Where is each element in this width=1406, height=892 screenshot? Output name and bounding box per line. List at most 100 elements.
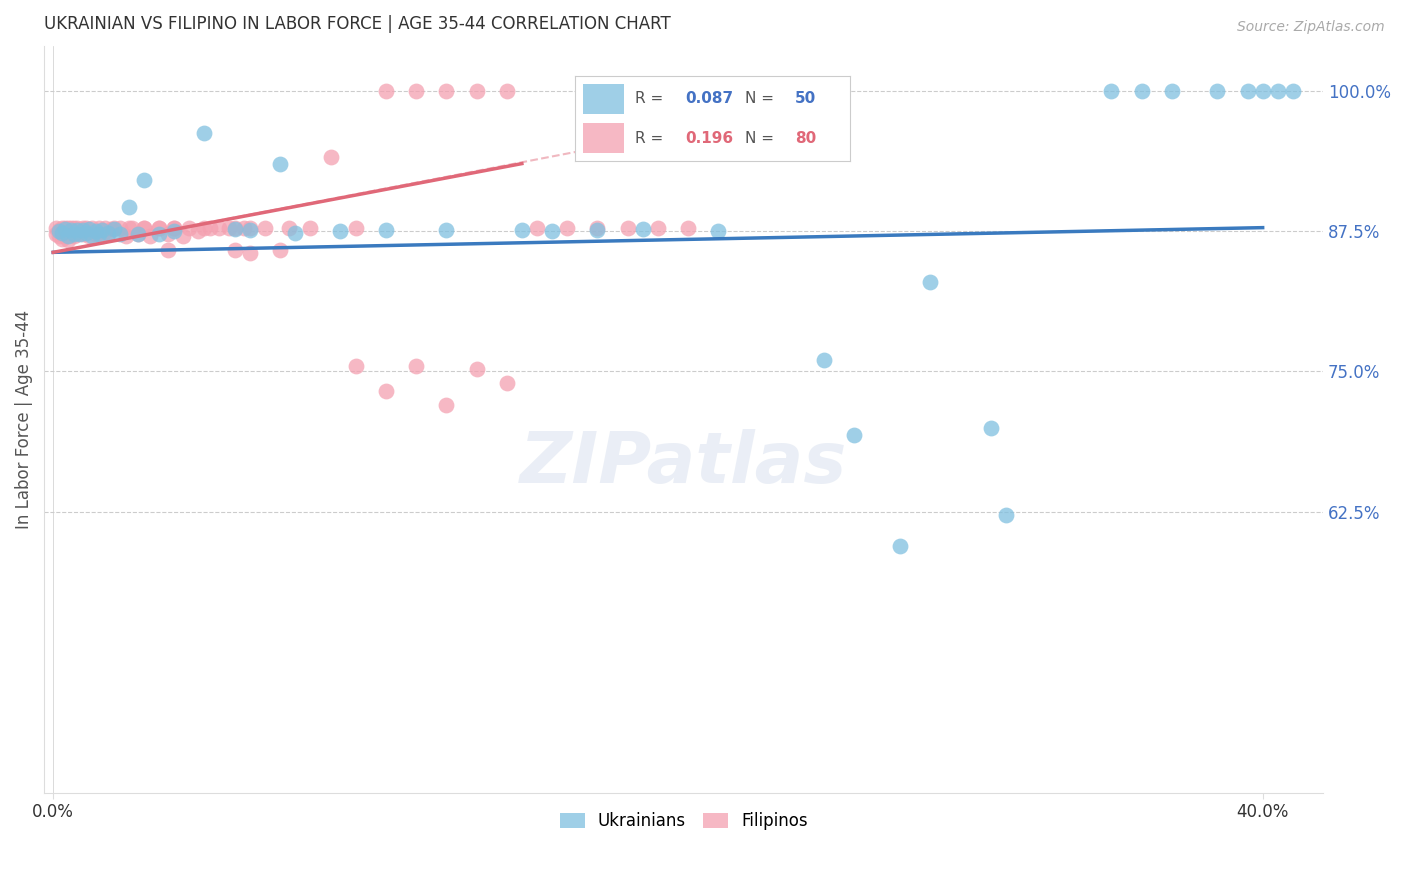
- Point: [269, 243, 291, 257]
- Point: [200, 220, 222, 235]
- Point: [84, 227, 107, 242]
- Point: [60, 223, 83, 237]
- Point: [103, 220, 125, 235]
- Point: [329, 224, 352, 238]
- Point: [405, 359, 427, 373]
- Point: [118, 201, 141, 215]
- Point: [121, 220, 143, 235]
- Point: [108, 227, 131, 242]
- Point: [405, 84, 427, 98]
- Point: [75, 220, 97, 235]
- Point: [58, 228, 80, 243]
- Point: [58, 233, 80, 247]
- Point: [994, 508, 1017, 523]
- Point: [48, 228, 70, 243]
- Point: [1251, 84, 1274, 98]
- Y-axis label: In Labor Force | Age 35-44: In Labor Force | Age 35-44: [15, 310, 32, 529]
- Point: [495, 376, 517, 390]
- Point: [72, 223, 94, 237]
- Point: [60, 227, 83, 242]
- Point: [132, 220, 155, 235]
- Point: [53, 221, 76, 235]
- Point: [58, 220, 80, 235]
- Point: [63, 228, 86, 243]
- Point: [1236, 84, 1258, 98]
- Point: [918, 275, 941, 289]
- Point: [58, 227, 80, 242]
- Point: [53, 220, 76, 235]
- Point: [66, 227, 89, 242]
- Point: [344, 220, 367, 235]
- Point: [72, 227, 94, 242]
- Point: [66, 220, 89, 235]
- Point: [374, 384, 396, 398]
- Point: [63, 220, 86, 235]
- Point: [239, 223, 262, 237]
- Point: [218, 220, 240, 235]
- Point: [193, 126, 215, 140]
- Point: [224, 220, 246, 235]
- Point: [374, 223, 396, 237]
- Point: [676, 220, 699, 235]
- Point: [69, 227, 91, 242]
- Point: [224, 221, 246, 235]
- Point: [193, 220, 215, 235]
- Point: [163, 224, 186, 238]
- Point: [66, 223, 89, 237]
- Point: [60, 220, 83, 235]
- Point: [284, 226, 307, 240]
- Point: [1206, 84, 1229, 98]
- Point: [103, 221, 125, 235]
- Point: [1282, 84, 1305, 98]
- Point: [232, 220, 254, 235]
- Point: [541, 224, 564, 238]
- Point: [616, 220, 638, 235]
- Point: [114, 228, 136, 243]
- Point: [90, 228, 112, 243]
- Point: [269, 156, 291, 170]
- Point: [889, 539, 911, 553]
- Point: [132, 220, 155, 235]
- Point: [1267, 84, 1289, 98]
- Point: [239, 246, 262, 260]
- Point: [87, 220, 110, 235]
- Point: [79, 228, 101, 243]
- Point: [48, 223, 70, 237]
- Point: [434, 398, 457, 412]
- Point: [108, 220, 131, 235]
- Text: UKRAINIAN VS FILIPINO IN LABOR FORCE | AGE 35-44 CORRELATION CHART: UKRAINIAN VS FILIPINO IN LABOR FORCE | A…: [44, 15, 671, 33]
- Point: [253, 220, 276, 235]
- Point: [82, 220, 104, 235]
- Point: [465, 362, 488, 376]
- Point: [510, 223, 533, 237]
- Point: [526, 220, 548, 235]
- Point: [1161, 84, 1184, 98]
- Point: [69, 223, 91, 237]
- Point: [148, 227, 170, 242]
- Point: [163, 220, 186, 235]
- Point: [87, 227, 110, 242]
- Point: [127, 227, 149, 242]
- Point: [299, 220, 322, 235]
- Point: [90, 223, 112, 237]
- Point: [208, 220, 231, 235]
- Point: [157, 243, 180, 257]
- Point: [224, 243, 246, 257]
- Point: [434, 223, 457, 237]
- Point: [647, 220, 669, 235]
- Point: [148, 220, 170, 235]
- Point: [63, 227, 86, 242]
- Point: [278, 220, 301, 235]
- Point: [707, 224, 730, 238]
- Point: [45, 227, 67, 242]
- Point: [495, 84, 517, 98]
- Point: [48, 224, 70, 238]
- Point: [187, 224, 209, 238]
- Point: [53, 228, 76, 243]
- Point: [93, 220, 115, 235]
- Point: [1101, 84, 1123, 98]
- Point: [980, 420, 1002, 434]
- Point: [163, 220, 186, 235]
- Text: ZIPatlas: ZIPatlas: [520, 429, 848, 499]
- Point: [51, 226, 73, 240]
